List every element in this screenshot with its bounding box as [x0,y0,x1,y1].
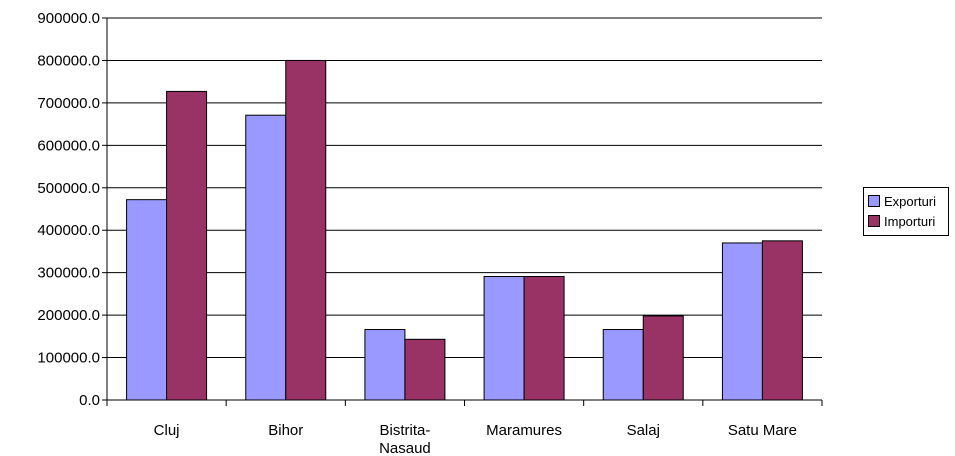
y-tick-label: 200000.0 [37,307,100,324]
bars [126,59,803,401]
x-tick-label: Salaj [627,422,660,439]
x-axis-categories: Cluj Bihor Bistrita-Nasaud Maramures Salaj Sa… [154,422,797,456]
legend-label: Importuri [884,213,936,229]
y-tick-label: 300000.0 [37,265,100,282]
legend-item: Exporturi [868,191,948,211]
bar-exporturi [721,242,763,401]
legend-label: Exporturi [884,193,937,209]
bar-importuri [404,338,446,401]
legend-swatch [868,215,880,227]
bar-importuri [642,315,684,401]
y-tick-label: 400000.0 [37,222,100,239]
y-tick-label: 500000.0 [37,180,100,197]
x-tick-label: Bistrita-Nasaud [379,422,431,456]
y-tick-label: 0.0 [79,392,100,409]
y-tick-label: 800000.0 [37,52,100,69]
legend-swatch [868,195,880,207]
legend-item: Importuri [868,211,948,231]
bar-exporturi [483,275,525,401]
y-tick-label: 900000.0 [37,10,100,27]
bar-exporturi [245,114,287,401]
x-tick-label: Maramures [486,422,562,439]
y-axis-ticks: 0.0 100000.0 200000.0 300000.0 400000.0 50000… [37,10,107,409]
bar-importuri [523,275,565,401]
bar-importuri [166,90,208,401]
x-tick-label: Satu Mare [728,422,797,439]
bar-exporturi [602,329,644,401]
gridlines [107,17,822,359]
bar-importuri [285,59,327,401]
axes [106,18,823,406]
x-tick-label: Cluj [154,422,180,439]
bar-exporturi [126,199,168,401]
y-tick-label: 600000.0 [37,137,100,154]
x-tick-label: Bihor [268,422,303,439]
y-tick-label: 100000.0 [37,350,100,367]
legend: Exporturi Importuri [863,187,949,236]
y-tick-label: 700000.0 [37,95,100,112]
bar-importuri [761,240,803,401]
bar-exporturi [364,329,406,401]
